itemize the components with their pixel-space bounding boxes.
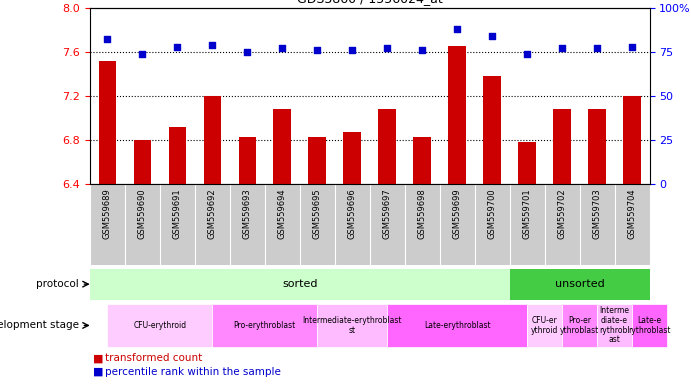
Text: GSM559696: GSM559696 — [348, 188, 357, 239]
Bar — [387, 304, 527, 347]
Bar — [169, 127, 186, 184]
Title: GDS3860 / 1556024_at: GDS3860 / 1556024_at — [297, 0, 442, 5]
Bar — [238, 137, 256, 184]
Text: development stage: development stage — [0, 320, 79, 331]
Text: GSM559689: GSM559689 — [103, 188, 112, 239]
Point — [627, 43, 638, 50]
Bar — [484, 76, 501, 184]
Point — [347, 47, 358, 53]
Bar — [107, 304, 212, 347]
Bar — [588, 109, 606, 184]
Text: CFU-erythroid: CFU-erythroid — [133, 321, 187, 330]
Bar — [623, 96, 641, 184]
Point — [137, 51, 148, 57]
Text: unsorted: unsorted — [555, 279, 605, 289]
Bar — [308, 137, 326, 184]
Point — [276, 45, 287, 51]
Bar — [518, 142, 536, 184]
Text: ■: ■ — [93, 367, 104, 377]
Point — [102, 36, 113, 43]
Bar — [274, 109, 291, 184]
Text: Pro-er
ythroblast: Pro-er ythroblast — [560, 316, 599, 335]
Bar — [597, 304, 632, 347]
Text: GSM559703: GSM559703 — [593, 188, 602, 239]
Text: Interme
diate-e
rythrobl
ast: Interme diate-e rythrobl ast — [599, 306, 630, 344]
Bar — [212, 304, 317, 347]
Point — [522, 51, 533, 57]
Point — [486, 33, 498, 39]
Text: GSM559691: GSM559691 — [173, 188, 182, 239]
Bar — [509, 269, 650, 300]
Text: GSM559704: GSM559704 — [627, 188, 636, 239]
Bar — [133, 140, 151, 184]
Text: GSM559698: GSM559698 — [417, 188, 426, 239]
Bar — [413, 137, 431, 184]
Point — [591, 45, 603, 51]
Bar — [204, 96, 221, 184]
Bar — [448, 46, 466, 184]
Bar — [632, 304, 667, 347]
Text: GSM559700: GSM559700 — [488, 188, 497, 239]
Text: Late-erythroblast: Late-erythroblast — [424, 321, 491, 330]
Text: GSM559690: GSM559690 — [138, 188, 146, 239]
Text: GSM559694: GSM559694 — [278, 188, 287, 239]
Point — [242, 49, 253, 55]
Text: protocol: protocol — [36, 279, 79, 289]
Text: GSM559697: GSM559697 — [383, 188, 392, 239]
Bar — [562, 304, 597, 347]
Text: percentile rank within the sample: percentile rank within the sample — [105, 367, 281, 377]
Point — [452, 26, 463, 32]
Bar — [99, 61, 116, 184]
Bar — [379, 109, 396, 184]
Text: GSM559701: GSM559701 — [522, 188, 531, 239]
Point — [172, 43, 183, 50]
Bar — [90, 269, 509, 300]
Text: GSM559702: GSM559702 — [558, 188, 567, 239]
Text: Pro-erythroblast: Pro-erythroblast — [234, 321, 296, 330]
Text: sorted: sorted — [282, 279, 317, 289]
Text: CFU-er
ythroid: CFU-er ythroid — [531, 316, 558, 335]
Text: ■: ■ — [93, 353, 104, 363]
Text: GSM559693: GSM559693 — [243, 188, 252, 239]
Text: GSM559699: GSM559699 — [453, 188, 462, 239]
Text: Late-e
rythroblast: Late-e rythroblast — [628, 316, 671, 335]
Text: transformed count: transformed count — [105, 353, 202, 363]
Point — [207, 42, 218, 48]
Text: Intermediate-erythroblast
st: Intermediate-erythroblast st — [303, 316, 402, 335]
Point — [312, 47, 323, 53]
Text: GSM559695: GSM559695 — [313, 188, 322, 239]
Bar — [343, 132, 361, 184]
Bar — [527, 304, 562, 347]
Bar — [553, 109, 571, 184]
Point — [381, 45, 392, 51]
Point — [556, 45, 567, 51]
Point — [417, 47, 428, 53]
Bar — [317, 304, 387, 347]
Text: GSM559692: GSM559692 — [208, 188, 217, 239]
